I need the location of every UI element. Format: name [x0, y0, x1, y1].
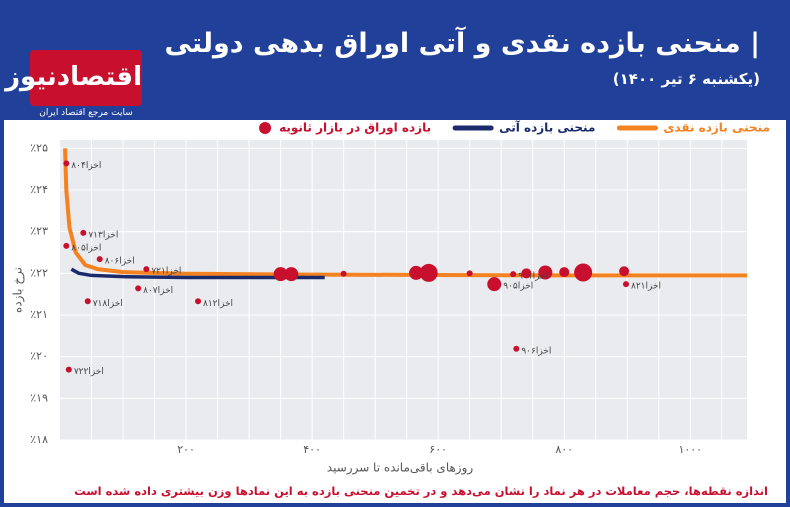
legend-swatch — [259, 122, 272, 134]
point-label: اخزا۸۲۱ — [631, 282, 661, 292]
point-label: اخزا۹۰۶ — [521, 346, 551, 356]
point-label: اخزا۸۰۵ — [71, 243, 101, 253]
y-tick-label: ٪۲۰ — [30, 350, 48, 363]
data-point — [63, 160, 70, 167]
line — [70, 267, 325, 280]
x-tick-label: ۴۰۰ — [303, 443, 321, 456]
legend-label: منحنی بازده نقدی — [663, 121, 770, 135]
y-tick-label: ٪۱۸ — [30, 433, 48, 446]
data-point — [619, 266, 630, 277]
x-tick-label: ۱۰۰۰ — [678, 443, 702, 456]
y-tick-label: ٪۲۲ — [30, 266, 48, 279]
logo-tagline: سایت مرجع اقتصاد ایران — [39, 108, 133, 118]
data-point — [273, 267, 288, 282]
point-label: اخزا۷۱۳ — [88, 230, 118, 240]
point-label: اخزا۸۰۷ — [143, 286, 173, 296]
data-point — [409, 265, 424, 280]
point-label: اخزا۷۱۸ — [93, 299, 123, 309]
data-point — [513, 345, 520, 352]
point-label: اخزا۷۲۱ — [151, 267, 181, 277]
x-tick-label: ۸۰۰ — [555, 443, 573, 456]
point-label: اخزا۹۰۵ — [503, 282, 533, 292]
y-tick-label: ٪۲۱ — [30, 308, 48, 321]
x-axis-label: روزهای باقی‌مانده تا سررسید — [327, 461, 474, 476]
y-tick-label: ٪۲۳ — [30, 225, 48, 238]
point-label: اخزا۹۰۱ — [518, 272, 548, 282]
data-point — [510, 271, 517, 278]
point-label: اخزا۸۰۴ — [71, 161, 101, 171]
data-point — [574, 263, 593, 282]
data-point — [195, 298, 202, 305]
data-point — [340, 270, 347, 277]
data-point — [284, 267, 299, 282]
legend-label: بازده اوراق در بازار ثانویه — [279, 121, 431, 136]
data-point — [96, 256, 103, 263]
point-label: اخزا۸۰۶ — [105, 257, 135, 267]
point-label: اخزا۸۱۲ — [203, 299, 233, 309]
data-point — [419, 263, 438, 282]
legend-label: منحنی بازده آتی — [499, 120, 595, 135]
y-tick-label: ٪۲۵ — [30, 141, 48, 154]
data-point — [538, 265, 553, 280]
data-point — [65, 366, 72, 373]
data-point — [622, 281, 629, 288]
data-point — [63, 242, 70, 249]
logo: اقتصادنیوز — [5, 50, 142, 106]
data-point — [559, 267, 570, 278]
data-point — [80, 229, 87, 236]
data-point — [135, 285, 142, 292]
footnote: اندازه نقطه‌ها، حجم معاملات در هر نماد ر… — [74, 484, 768, 498]
y-tick-label: ٪۱۹ — [30, 391, 48, 404]
data-point — [84, 298, 91, 305]
title: | منحنی بازده نقدی و آتی اوراق بدهی دولت… — [164, 28, 760, 59]
data-point — [521, 268, 532, 279]
x-tick-label: ۲۰۰ — [177, 443, 195, 456]
point-label: اخزا۷۲۲ — [74, 367, 104, 377]
data-point — [143, 266, 150, 273]
y-tick-label: ٪۲۴ — [30, 183, 48, 196]
data-point — [466, 270, 473, 277]
y-axis-label: نرخ بازده — [11, 267, 26, 313]
x-tick-label: ۶۰۰ — [429, 443, 447, 456]
subtitle: (یکشنبه ۶ تیر ۱۴۰۰) — [612, 70, 760, 88]
data-point — [487, 277, 502, 292]
